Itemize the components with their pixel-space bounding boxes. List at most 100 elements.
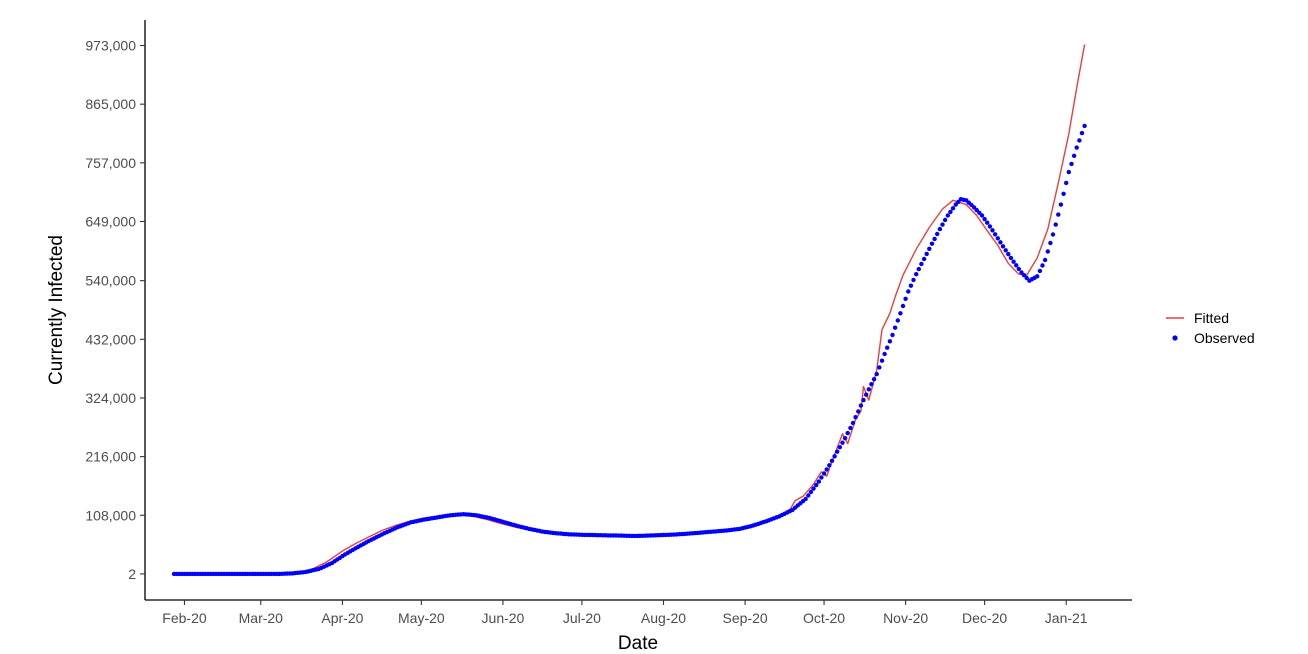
observed-point	[898, 311, 903, 316]
observed-point	[892, 325, 898, 330]
observed-point	[853, 415, 858, 420]
observed-point	[1006, 251, 1011, 257]
x-tick-label: Mar-20	[239, 610, 284, 626]
observed-point	[998, 240, 1003, 245]
y-axis-ticks: 2 108,000 216,000 324,000 432,000 540,000 649,…	[85, 38, 145, 582]
observed-point	[864, 392, 869, 397]
x-tick-label: Jan-21	[1045, 610, 1088, 626]
x-tick-label: Jun-20	[482, 610, 525, 626]
observed-point	[1003, 248, 1008, 253]
legend-key-observed	[1172, 335, 1178, 341]
observed-point	[1037, 268, 1043, 274]
observed-point	[900, 303, 906, 309]
observed-point	[985, 220, 990, 225]
observed-point	[945, 213, 950, 218]
observed-point	[811, 486, 816, 491]
observed-point	[848, 425, 853, 431]
y-tick-label: 540,000	[85, 273, 136, 289]
observed-point	[1050, 232, 1056, 237]
observed-point	[977, 210, 982, 215]
observed-point	[932, 236, 937, 242]
observed-point	[921, 256, 927, 262]
series-points-observed	[171, 123, 1087, 577]
observed-point	[874, 371, 879, 377]
observed-point	[885, 345, 890, 350]
y-tick-label: 108,000	[85, 507, 136, 523]
observed-point	[850, 420, 856, 426]
observed-point	[929, 241, 935, 246]
observed-point	[992, 232, 998, 237]
observed-point	[990, 228, 995, 233]
observed-point	[1066, 169, 1072, 175]
observed-point	[919, 261, 924, 267]
y-tick-label: 432,000	[85, 331, 136, 347]
observed-point	[987, 224, 993, 229]
observed-point	[824, 467, 829, 472]
y-tick-label: 865,000	[85, 96, 136, 112]
observed-point	[1064, 180, 1069, 186]
observed-point	[832, 454, 837, 459]
x-axis-ticks: Feb-20 Mar-20 Apr-20 May-20 Jun-20 Jul-20 Aug-…	[162, 600, 1088, 626]
x-tick-label: Sep-20	[723, 610, 768, 626]
observed-point	[979, 213, 985, 218]
x-tick-label: Jul-20	[563, 610, 601, 626]
observed-point	[877, 365, 882, 370]
x-tick-label: Apr-20	[321, 610, 363, 626]
observed-point	[887, 339, 893, 344]
observed-point	[1042, 257, 1048, 263]
x-tick-label: Oct-20	[803, 610, 845, 626]
observed-point	[1048, 240, 1053, 246]
observed-point	[911, 277, 916, 283]
y-tick-label: 757,000	[85, 155, 136, 171]
observed-point	[1011, 259, 1016, 264]
observed-point	[927, 246, 932, 251]
observed-point	[942, 217, 948, 223]
y-tick-label: 649,000	[85, 213, 136, 229]
observed-point	[861, 397, 866, 403]
observed-point	[1045, 249, 1051, 254]
x-tick-label: Dec-20	[962, 610, 1007, 626]
y-tick-label: 324,000	[85, 390, 136, 406]
observed-point	[1077, 138, 1082, 143]
x-tick-label: Nov-20	[883, 610, 928, 626]
observed-point	[866, 387, 871, 392]
observed-point	[937, 226, 943, 232]
observed-point	[1069, 161, 1074, 167]
observed-point	[1016, 266, 1021, 272]
observed-point	[882, 351, 887, 357]
observed-point	[871, 377, 877, 382]
observed-point	[916, 266, 921, 272]
observed-point	[1056, 212, 1061, 217]
observed-point	[1074, 145, 1079, 150]
observed-point	[1058, 202, 1064, 207]
observed-point	[856, 409, 861, 414]
observed-point	[940, 222, 945, 227]
observed-point	[819, 475, 824, 480]
observed-point	[816, 479, 821, 484]
observed-point	[890, 332, 895, 338]
y-tick-label: 973,000	[85, 38, 136, 54]
observed-point	[1082, 123, 1087, 129]
observed-point	[858, 403, 864, 408]
legend-label-fitted: Fitted	[1194, 310, 1229, 326]
x-tick-label: Aug-20	[641, 610, 686, 626]
observed-point	[924, 251, 929, 257]
observed-point	[803, 496, 808, 502]
observed-point	[950, 206, 956, 211]
observed-point	[1014, 263, 1019, 268]
observed-point	[1079, 130, 1085, 136]
observed-point	[903, 296, 908, 301]
observed-point	[845, 430, 850, 436]
observed-point	[1071, 153, 1077, 158]
observed-point	[1008, 255, 1014, 261]
observed-point	[1024, 275, 1029, 281]
observed-point	[808, 489, 814, 495]
plot-area	[171, 44, 1087, 577]
x-tick-label: Feb-20	[162, 610, 207, 626]
observed-point	[935, 231, 940, 237]
series-line-fitted	[174, 44, 1086, 575]
observed-point	[908, 283, 914, 288]
observed-point	[914, 272, 919, 277]
observed-point	[829, 458, 835, 463]
observed-point	[1021, 273, 1027, 278]
